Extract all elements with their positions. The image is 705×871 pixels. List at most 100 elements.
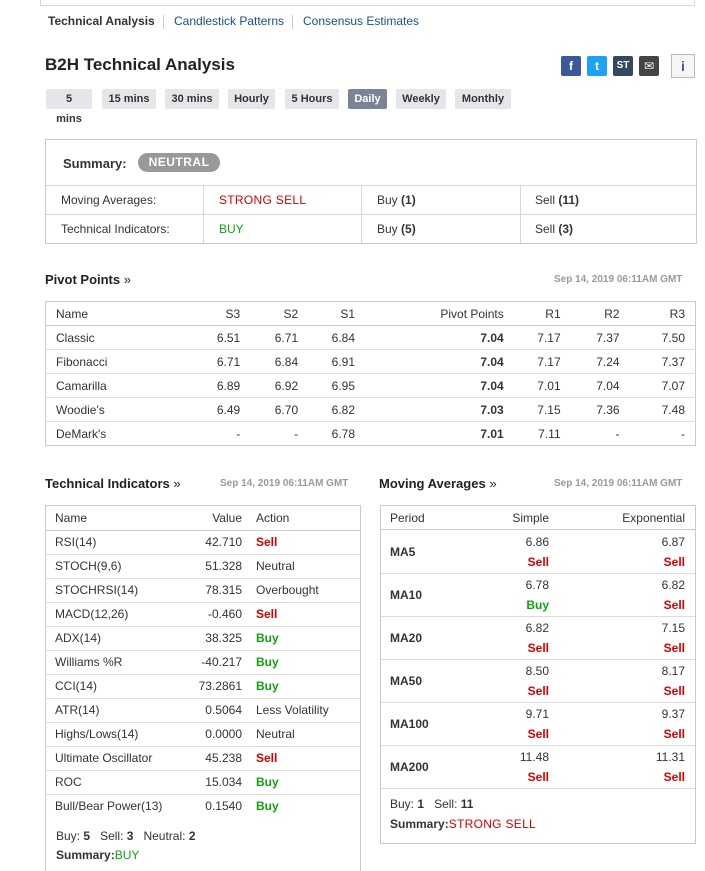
twitter-icon[interactable]: t — [587, 56, 607, 76]
cell: - — [615, 426, 620, 441]
cell: 6.70 — [274, 402, 299, 417]
tf-monthly[interactable]: Monthly — [455, 89, 511, 109]
cell: Fibonacci — [56, 354, 108, 369]
buy-count: (1) — [401, 193, 416, 207]
ma-title[interactable]: Moving Averages » — [379, 476, 497, 491]
cell: 6.84 — [274, 354, 299, 369]
cell: - — [294, 426, 299, 441]
table-row: Williams %R -40.217 Buy — [46, 650, 360, 674]
ma-period: MA10 — [390, 588, 423, 602]
summary-badge: NEUTRAL — [138, 153, 220, 172]
ma-simple-action: Sell — [527, 770, 549, 784]
ma-exp-value: 11.31 — [655, 750, 685, 764]
table-row: Ultimate Oscillator 45.238 Sell — [46, 746, 360, 770]
info-icon[interactable]: i — [671, 54, 695, 78]
ti-summary-label: Technical Indicators: — [61, 222, 170, 236]
summary-value: BUY — [114, 848, 140, 862]
ma-simple-action: Sell — [527, 641, 549, 655]
top-nav: Technical Analysis Candlestick Patterns … — [0, 0, 705, 40]
ma-header-row: Period Simple Exponential — [381, 506, 695, 530]
ma-simple-action: Sell — [527, 555, 549, 569]
ma-timestamp: Sep 14, 2019 06:11AM GMT — [554, 478, 683, 489]
cell: Highs/Lows(14) — [55, 727, 139, 741]
ma-exp-action: Sell — [663, 598, 685, 612]
ma-row: MA5 6.86 Sell 6.87 Sell — [381, 531, 695, 574]
buy-count: (5) — [401, 222, 416, 236]
ma-counts: Buy: 1 Sell: 11 — [390, 797, 473, 811]
col-name: Name — [56, 306, 89, 321]
cell: Ultimate Oscillator — [55, 751, 153, 765]
tf-hourly[interactable]: Hourly — [228, 89, 275, 109]
tf-daily[interactable]: Daily — [348, 89, 387, 109]
tab-consensus-estimates[interactable]: Consensus Estimates — [303, 14, 420, 28]
cell: ADX(14) — [55, 631, 102, 645]
table-row: Woodie's 6.49 6.70 6.82 7.03 7.15 7.36 7… — [45, 398, 696, 422]
indicators-arrow: » — [173, 476, 181, 491]
ma-exp-action: Sell — [663, 684, 685, 698]
cell: 7.37 — [661, 354, 685, 369]
cell: RSI(14) — [55, 535, 97, 549]
ma-exp-value: 9.37 — [661, 707, 685, 721]
col-simple: Simple — [512, 511, 549, 525]
cell: 7.50 — [661, 330, 685, 345]
ma-row: MA10 6.78 Buy 6.82 Sell — [381, 574, 695, 617]
cell: 7.37 — [596, 330, 620, 345]
cell: 15.034 — [205, 775, 242, 789]
tab-candlestick-patterns[interactable]: Candlestick Patterns — [174, 14, 285, 28]
ma-row: MA50 8.50 Sell 8.17 Sell — [381, 660, 695, 703]
cell: Buy — [256, 799, 279, 814]
cell: Bull/Bear Power(13) — [55, 799, 163, 814]
ma-exp-action: Sell — [663, 555, 685, 569]
ma-period: MA50 — [390, 674, 423, 688]
table-row: ATR(14) 0.5064 Less Volatility — [46, 698, 360, 722]
stocktwits-icon[interactable]: ST — [613, 56, 633, 76]
cell: 6.51 — [216, 330, 241, 345]
buy-count: 1 — [417, 797, 425, 811]
cell: 6.89 — [216, 378, 241, 393]
divider — [46, 794, 360, 795]
cell: 6.71 — [216, 354, 241, 369]
indicators-summary: Summary:BUY — [56, 848, 139, 862]
cell: CCI(14) — [55, 679, 98, 693]
ma-simple-action: Buy — [526, 598, 549, 612]
indicators-panel — [45, 505, 361, 871]
cell: MACD(12,26) — [55, 607, 129, 621]
indicators-title[interactable]: Technical Indicators » — [45, 476, 181, 491]
tf-weekly[interactable]: Weekly — [396, 89, 446, 109]
tf-5-hours[interactable]: 5 Hours — [285, 89, 339, 109]
ma-period: MA5 — [390, 545, 416, 559]
ma-period: MA20 — [390, 631, 423, 645]
cell: ATR(14) — [55, 703, 100, 717]
tab-technical-analysis[interactable]: Technical Analysis — [48, 14, 155, 28]
cell: 6.49 — [216, 402, 241, 417]
email-icon[interactable]: ✉ — [639, 56, 659, 76]
nav-divider — [163, 15, 164, 29]
ma-period: MA200 — [390, 760, 429, 774]
indicators-timestamp: Sep 14, 2019 06:11AM GMT — [220, 478, 349, 489]
ma-simple-value: 6.86 — [525, 535, 549, 549]
facebook-icon[interactable]: f — [561, 56, 581, 76]
ma-panel: Period Simple Exponential Buy: 1 Sell: 1… — [380, 505, 696, 844]
cell: Buy — [256, 775, 279, 789]
tf-30-mins[interactable]: 30 mins — [165, 89, 219, 109]
cell: Neutral — [256, 559, 295, 573]
cell: 7.11 — [538, 426, 561, 441]
ma-row: MA20 6.82 Sell 7.15 Sell — [381, 617, 695, 660]
cell: 6.91 — [331, 354, 356, 369]
pivot-title[interactable]: Pivot Points » — [45, 272, 131, 287]
sell-count: (3) — [558, 222, 574, 236]
table-row: ROC 15.034 Buy — [46, 770, 360, 794]
table-row: CCI(14) 73.2861 Buy — [46, 674, 360, 698]
indicators-title-text: Technical Indicators — [45, 476, 170, 491]
col-pivot: Pivot Points — [440, 306, 504, 321]
ma-exp-value: 6.82 — [661, 578, 685, 592]
cell: Buy — [256, 655, 279, 669]
ma-exp-value: 8.17 — [661, 664, 685, 678]
neutral-label: Neutral: — [143, 829, 186, 843]
table-row: ADX(14) 38.325 Buy — [46, 626, 360, 650]
sell-count: (11) — [558, 193, 580, 207]
cell: Sell — [256, 751, 278, 765]
tf-15-mins[interactable]: 15 mins — [102, 89, 156, 109]
cell: Less Volatility — [256, 703, 329, 717]
tf-5-mins[interactable]: 5 mins — [46, 89, 92, 125]
